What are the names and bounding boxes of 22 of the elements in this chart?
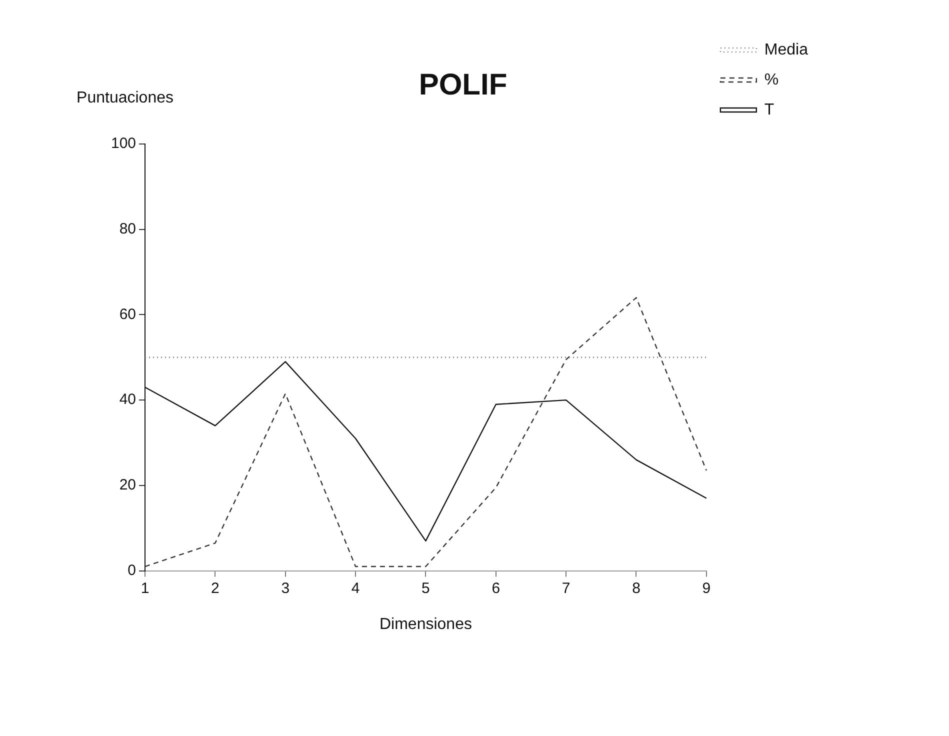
legend-label: T xyxy=(764,101,774,118)
y-tick-label: 60 xyxy=(119,306,136,323)
x-tick-label: 9 xyxy=(702,580,711,597)
x-tick-label: 7 xyxy=(562,580,570,597)
x-tick-label: 5 xyxy=(422,580,430,597)
y-axis-title: Puntuaciones xyxy=(76,89,174,106)
y-tick-label: 80 xyxy=(119,220,136,238)
x-tick-label: 3 xyxy=(281,580,290,597)
legend-label: Media xyxy=(764,41,808,58)
x-tick-label: 1 xyxy=(140,580,150,597)
y-tick-label: 100 xyxy=(110,135,136,152)
x-axis-title: Dimensiones xyxy=(379,616,472,633)
x-tick-label: 8 xyxy=(632,580,640,597)
y-tick-label: 0 xyxy=(128,562,136,579)
chart-title: POLIF xyxy=(418,68,508,102)
x-tick-label: 4 xyxy=(351,580,360,597)
y-tick-label: 20 xyxy=(119,476,136,494)
y-tick-label: 40 xyxy=(119,391,136,408)
x-tick-label: 6 xyxy=(492,580,500,597)
legend-label: % xyxy=(764,71,779,88)
line-series xyxy=(144,297,708,568)
x-tick-label: 2 xyxy=(211,580,220,597)
